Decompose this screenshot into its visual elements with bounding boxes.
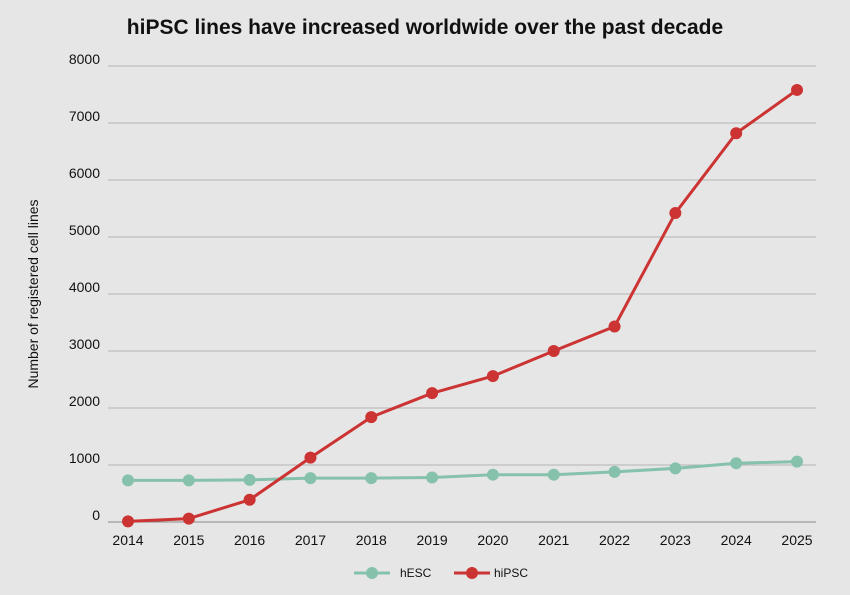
legend-label: hiPSC	[494, 566, 528, 580]
data-point-hESC	[791, 455, 803, 468]
series-line-hiPSC	[127, 88, 798, 523]
y-tick-label: 7000	[69, 108, 100, 124]
data-point-hESC	[182, 474, 195, 487]
y-tick-label: 4000	[69, 279, 100, 295]
data-point-hiPSC	[791, 83, 803, 96]
data-point-hiPSC	[486, 370, 499, 383]
legend-label: hESC	[400, 566, 432, 580]
data-point-hESC	[547, 468, 560, 481]
data-point-hiPSC	[426, 387, 439, 400]
data-point-hESC	[426, 471, 439, 484]
data-point-hESC	[608, 465, 621, 478]
data-point-hESC	[122, 474, 134, 487]
x-tick-label: 2016	[234, 532, 265, 548]
legend-marker	[366, 567, 378, 579]
data-point-hiPSC	[669, 207, 682, 220]
data-point-hiPSC	[365, 411, 378, 424]
x-tick-label: 2014	[112, 532, 143, 548]
y-tick-label: 5000	[69, 222, 100, 238]
y-tick-label: 2000	[69, 393, 100, 409]
x-tick-label: 2025	[781, 532, 812, 548]
series-line-hESC	[128, 460, 798, 482]
y-axis-label: Number of registered cell lines	[25, 199, 41, 388]
y-tick-label: 1000	[69, 450, 100, 466]
legend-marker	[466, 567, 478, 579]
data-point-hESC	[365, 472, 378, 485]
data-point-hESC	[304, 472, 317, 485]
data-point-hiPSC	[182, 512, 195, 525]
x-tick-label: 2020	[477, 532, 508, 548]
y-tick-label: 3000	[69, 336, 100, 352]
data-point-hESC	[486, 468, 499, 481]
x-tick-label: 2015	[173, 532, 204, 548]
x-tick-label: 2023	[660, 532, 691, 548]
chart-title: hiPSC lines have increased worldwide ove…	[126, 16, 724, 39]
x-tick-label: 2021	[538, 532, 569, 548]
data-point-hESC	[669, 462, 682, 475]
data-point-hiPSC	[608, 320, 621, 333]
data-point-hiPSC	[243, 493, 256, 506]
x-tick-label: 2019	[417, 532, 448, 548]
y-tick-label: 6000	[69, 165, 100, 181]
data-point-hiPSC	[730, 127, 743, 140]
data-point-hESC	[730, 457, 743, 470]
y-tick-label: 0	[92, 507, 100, 523]
x-tick-label: 2018	[356, 532, 387, 548]
x-tick-label: 2017	[295, 532, 326, 548]
x-tick-label: 2024	[721, 532, 752, 548]
data-point-hiPSC	[547, 345, 560, 357]
data-point-hESC	[243, 473, 256, 486]
data-point-hiPSC	[304, 451, 317, 464]
data-point-hiPSC	[122, 515, 134, 528]
x-tick-label: 2022	[599, 532, 630, 548]
y-tick-label: 8000	[69, 51, 100, 67]
